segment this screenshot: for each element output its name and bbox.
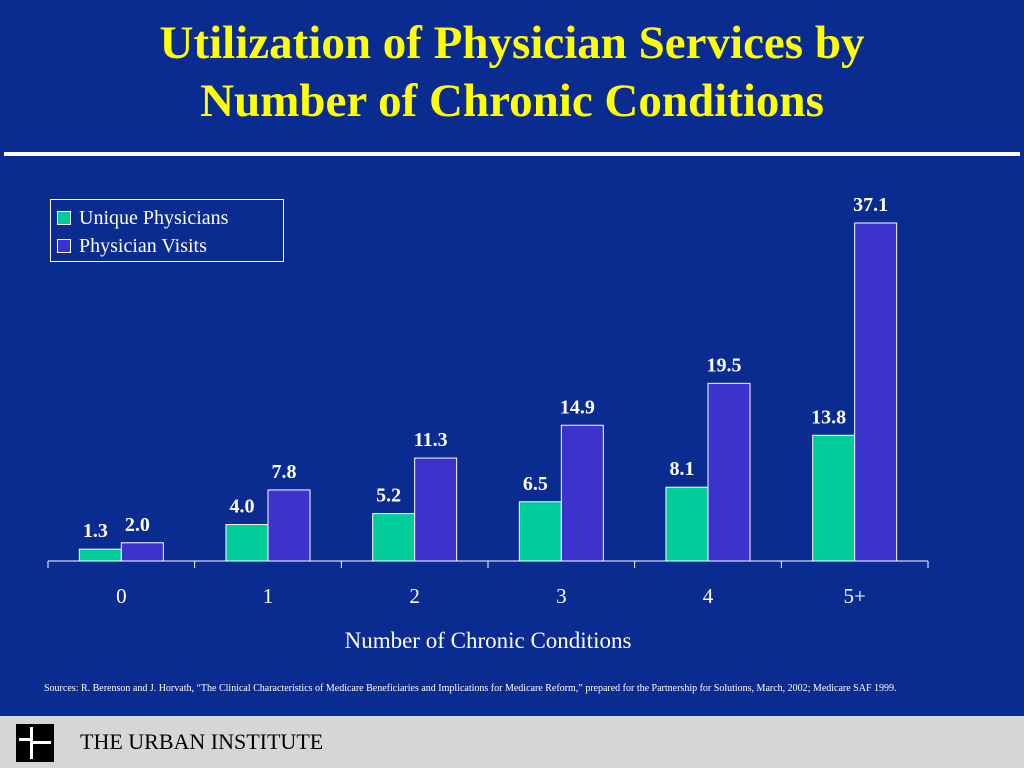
footer-organization-name: THE URBAN INSTITUTE: [80, 729, 324, 754]
data-label-physician-visits-0: 2.0: [125, 514, 150, 536]
data-label-physician-visits-5: 37.1: [853, 194, 888, 216]
bar-unique-physicians-5: [812, 434, 856, 562]
bar-physician-visits-3: [560, 424, 604, 562]
data-label-unique-physicians-5: 13.8: [811, 406, 846, 428]
bar-physician-visits-0: [120, 542, 164, 562]
x-tick-label-3: 3: [556, 584, 567, 608]
bar-unique-physicians-4: [665, 486, 709, 562]
data-label-physician-visits-1: 7.8: [272, 461, 297, 483]
data-label-unique-physicians-0: 1.3: [83, 520, 108, 542]
footer-bar: THE URBAN INSTITUTE: [0, 716, 1024, 768]
legend-item-unique-physicians: Unique Physicians: [57, 204, 283, 232]
legend-label-physician-visits: Physician Visits: [79, 234, 207, 257]
title-divider: [4, 152, 1020, 156]
data-label-unique-physicians-2: 5.2: [376, 485, 401, 507]
sources-note: Sources: R. Berenson and J. Horvath, “Th…: [44, 683, 897, 694]
urban-institute-logo-icon: [16, 724, 54, 762]
chart-legend: Unique Physicians Physician Visits: [50, 199, 284, 262]
bar-chart: 1.3 2.0 0 4.0 7.8 1 5.2 11.3 2 6.5 14.9 3 8.1 19.5 4 13…: [47, 194, 929, 653]
slide-title: Utilization of Physician Services by Num…: [0, 14, 1024, 130]
x-tick-label-0: 0: [116, 584, 127, 608]
x-tick-label-2: 2: [409, 584, 420, 608]
title-line-1: Utilization of Physician Services by: [159, 17, 865, 69]
data-label-physician-visits-3: 14.9: [560, 396, 595, 418]
bar-unique-physicians-3: [518, 501, 562, 562]
bar-physician-visits-5: [854, 222, 898, 562]
data-label-unique-physicians-3: 6.5: [523, 473, 548, 495]
data-label-physician-visits-2: 11.3: [414, 429, 448, 451]
bar-physician-visits-4: [707, 382, 751, 562]
bar-unique-physicians-2: [372, 513, 416, 562]
x-tick-label-1: 1: [263, 584, 274, 608]
x-axis-title: Number of Chronic Conditions: [345, 628, 632, 653]
title-line-2: Number of Chronic Conditions: [200, 75, 824, 127]
data-label-unique-physicians-4: 8.1: [670, 458, 695, 480]
x-tick-label-4: 4: [703, 584, 714, 608]
legend-swatch-physician-visits: [57, 239, 71, 253]
data-label-physician-visits-4: 19.5: [707, 354, 742, 376]
data-label-unique-physicians-1: 4.0: [230, 496, 255, 518]
legend-item-physician-visits: Physician Visits: [57, 232, 283, 260]
legend-swatch-unique-physicians: [57, 211, 71, 225]
bar-physician-visits-2: [414, 457, 458, 562]
legend-label-unique-physicians: Unique Physicians: [79, 206, 229, 229]
bar-unique-physicians-1: [225, 524, 269, 562]
x-tick-label-5: 5+: [843, 584, 865, 608]
bar-unique-physicians-0: [78, 548, 122, 562]
bar-physician-visits-1: [267, 489, 311, 562]
